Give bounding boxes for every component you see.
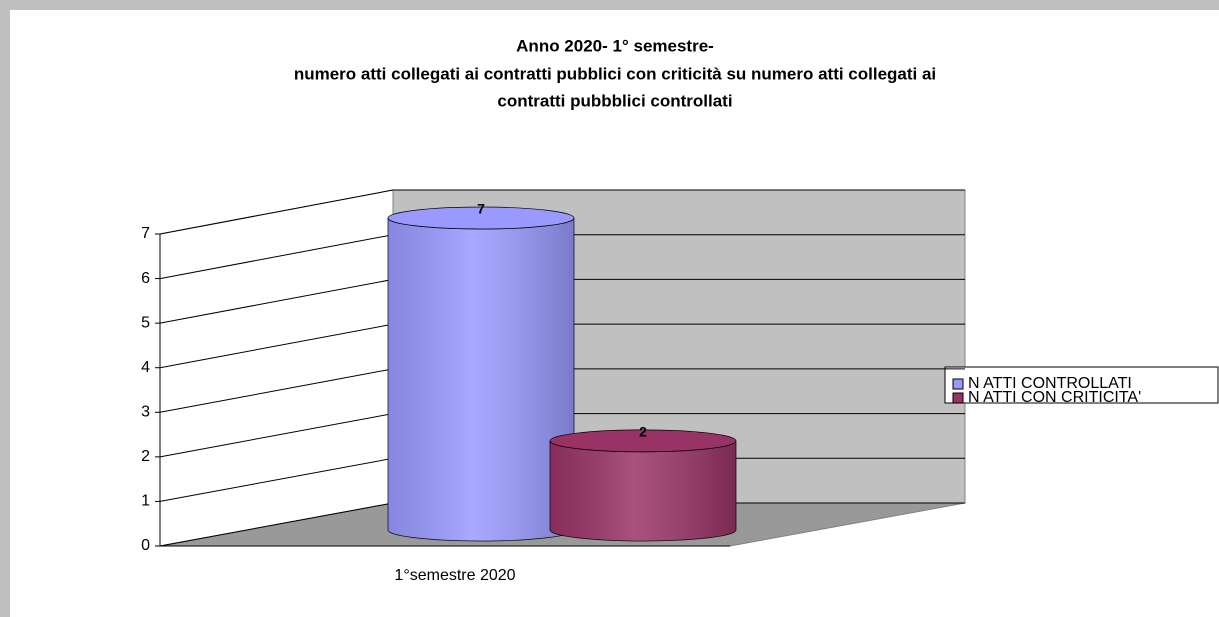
frame-top [0,0,1219,10]
cylinder-top [549,429,737,453]
y-tick-label: 0 [141,537,150,554]
cylinder-shade [388,218,574,541]
y-tick-label: 3 [141,404,150,421]
data-label: 2 [639,424,647,440]
chart-title: Anno 2020- 1° semestre- [516,36,714,55]
cylinder-top [387,206,575,230]
grid-line [159,502,394,547]
grid-line [159,323,394,369]
y-tick-label: 7 [141,225,150,242]
y-tick-label: 5 [141,314,150,331]
x-tick-label: 1°semestre 2020 [394,567,515,584]
legend [944,366,1219,404]
chart-title: numero atti collegati ai contratti pubbl… [294,64,936,83]
legend-label: N ATTI CONTROLLATI [968,375,1132,392]
legend-swatch [952,378,964,390]
grid-line [159,457,394,502]
grid-line [159,189,394,235]
y-tick-label: 4 [141,359,150,376]
grid-line [159,278,394,324]
chart-title: contratti pubbblici controllati [497,91,732,110]
y-tick-label: 1 [141,493,150,510]
grid-line [159,368,394,413]
cylinder-shade [550,440,736,541]
grid-line [159,413,394,458]
grid-line [159,234,394,280]
frame-left [0,0,10,617]
legend-label: N ATTI CON CRITICITA' [968,389,1141,406]
data-label: 7 [477,201,485,217]
legend-swatch [952,392,964,404]
y-tick-label: 2 [141,448,150,465]
y-tick-label: 6 [141,270,150,287]
side-wall [159,189,394,547]
